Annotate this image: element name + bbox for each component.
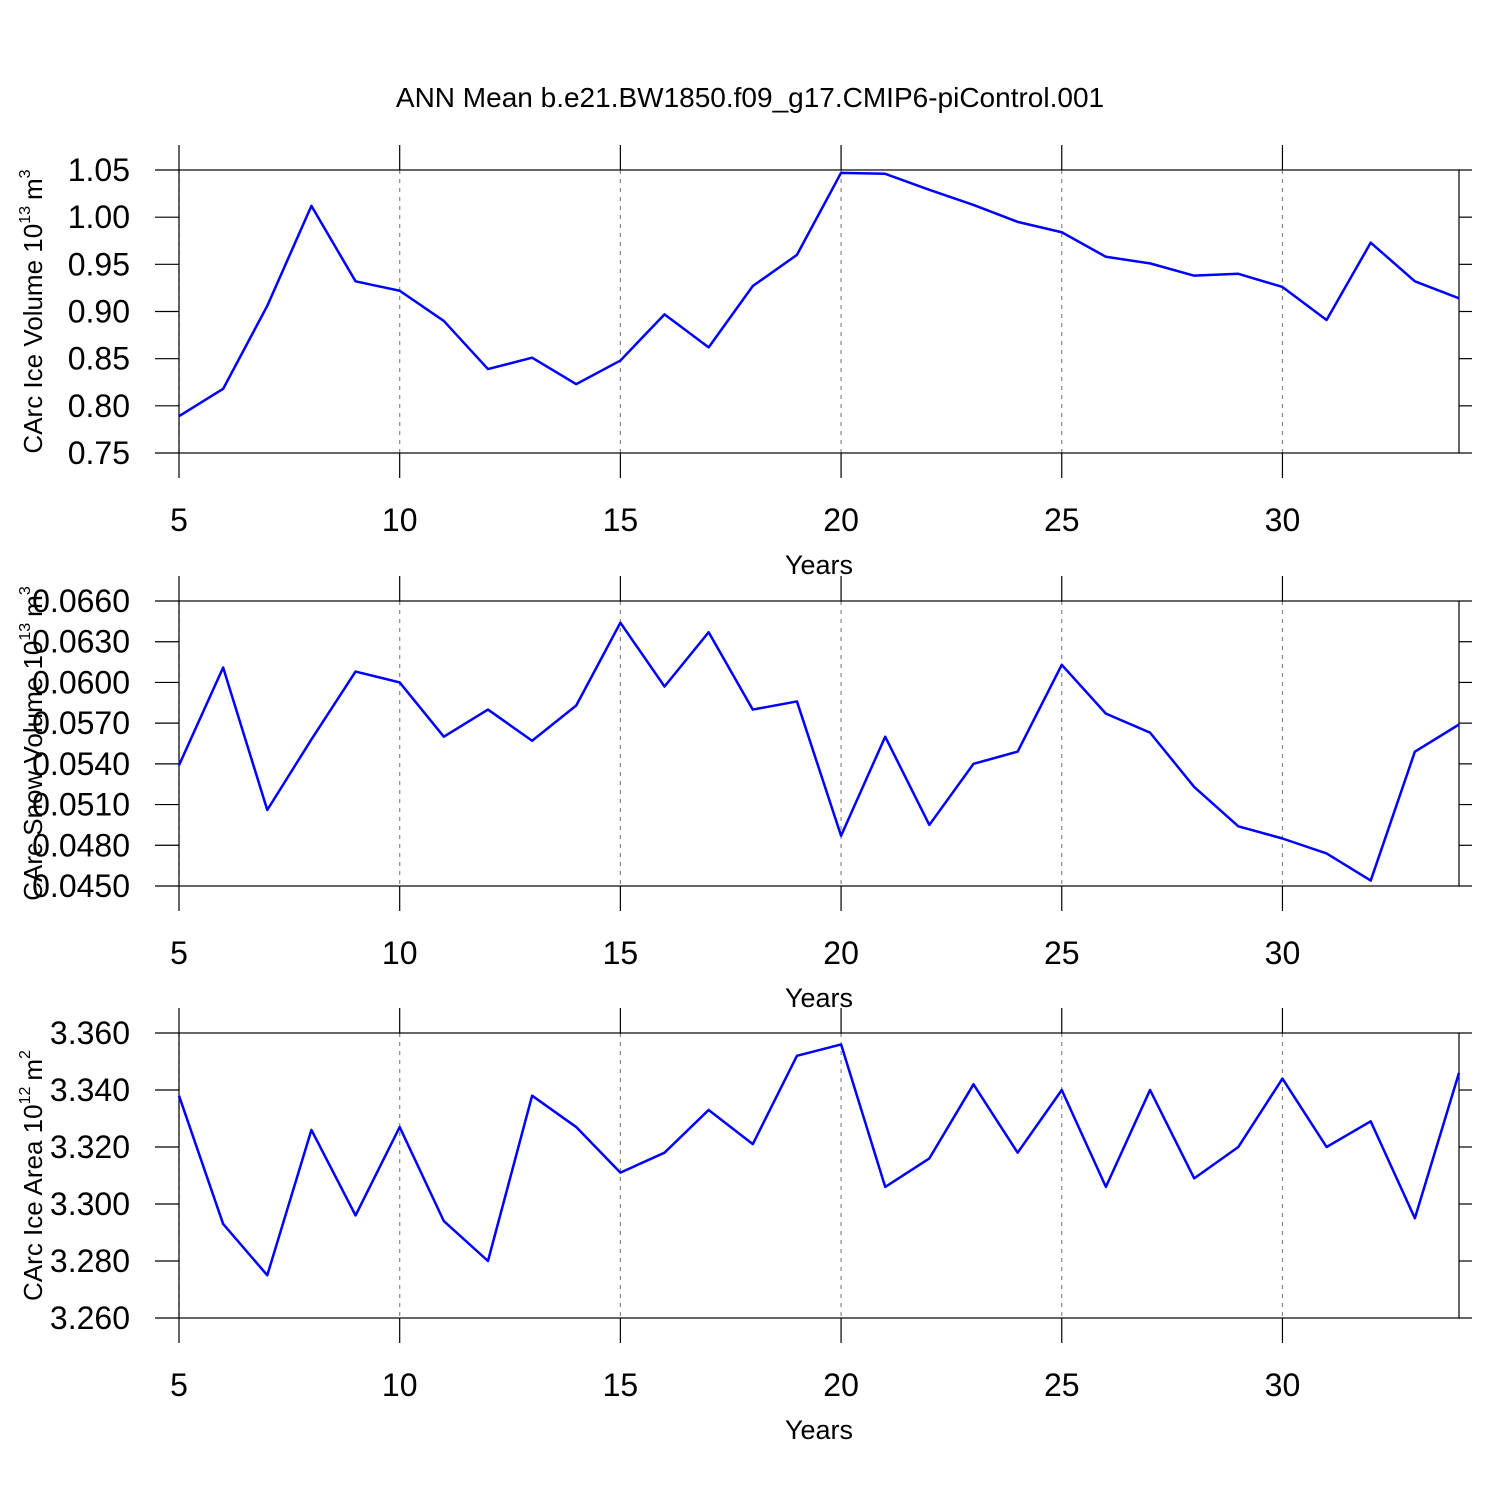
y-tick-label: 0.95 [68,246,130,282]
x-tick-label: 30 [1265,1367,1301,1403]
y-tick-label: 0.0450 [32,868,130,904]
plot-frame [178,1032,1460,1319]
y-tick-label: 0.90 [68,294,130,330]
x-axis-label: Years [785,1415,853,1445]
data-line [177,1043,1461,1277]
data-line [177,621,1460,882]
plot-frame [178,600,1460,887]
x-tick-label: 5 [170,935,188,971]
y-axis-label: CArc Snow Volume 1013 m3 [17,586,48,901]
y-tick-label: 3.280 [50,1243,130,1279]
x-tick-label: 15 [603,935,639,971]
y-tick-label: 1.05 [68,152,130,188]
y-axis-label-part: CArc Ice Volume 10 [18,224,48,454]
y-axis-label-exponent: 3 [17,169,34,178]
y-tick-label: 0.75 [68,435,130,471]
x-tick-label: 20 [823,935,859,971]
x-tick-label: 30 [1265,502,1301,538]
y-axis-label-part: CArc Ice Area 10 [18,1104,48,1301]
x-tick-label: 5 [170,502,188,538]
y-axis-label-part: CArc Snow Volume 10 [18,641,48,901]
y-axis-label-exponent: 13 [17,206,34,224]
x-axis-label: Years [785,983,853,1013]
y-tick-label: 0.0660 [32,583,130,619]
data-line [178,171,1460,418]
x-tick-label: 30 [1265,935,1301,971]
y-tick-label: 0.0570 [32,705,130,741]
x-tick-label: 25 [1044,1367,1080,1403]
x-tick-label: 10 [382,935,418,971]
y-axis-label-part: m [18,595,48,617]
x-tick-label: 10 [382,502,418,538]
x-tick-label: 15 [603,502,639,538]
y-tick-label: 0.0510 [32,787,130,823]
x-axis-label: Years [785,550,853,580]
y-axis-label: CArc Ice Area 1012 m2 [17,1050,48,1301]
y-tick-label: 0.0630 [32,624,130,660]
y-axis-label-part: m [18,178,48,200]
y-tick-label: 3.300 [50,1186,130,1222]
y-tick-label: 1.00 [68,199,130,235]
y-axis-label-exponent: 13 [17,623,34,641]
x-tick-label: 25 [1044,935,1080,971]
y-tick-label: 0.0600 [32,664,130,700]
y-axis-label-exponent: 3 [17,586,34,595]
x-tick-label: 10 [382,1367,418,1403]
y-tick-label: 0.85 [68,341,130,377]
y-tick-label: 0.0540 [32,746,130,782]
y-axis-label-exponent: 12 [17,1087,34,1105]
y-tick-label: 3.320 [50,1129,130,1165]
x-tick-label: 5 [170,1367,188,1403]
x-tick-label: 20 [823,1367,859,1403]
x-tick-label: 25 [1044,502,1080,538]
y-tick-label: 3.340 [50,1072,130,1108]
x-tick-label: 15 [603,1367,639,1403]
y-axis-label-part: m [18,1059,48,1081]
chart-title: ANN Mean b.e21.BW1850.f09_g17.CMIP6-piCo… [396,82,1104,113]
x-tick-label: 20 [823,502,859,538]
y-axis-label: CArc Ice Volume 1013 m3 [17,169,48,453]
y-tick-label: 3.260 [50,1300,130,1336]
y-tick-label: 3.360 [50,1015,130,1051]
y-axis-label-exponent: 2 [17,1050,34,1059]
y-tick-label: 0.80 [68,388,130,424]
plot-frame [178,169,1460,454]
y-tick-label: 0.0480 [32,827,130,863]
